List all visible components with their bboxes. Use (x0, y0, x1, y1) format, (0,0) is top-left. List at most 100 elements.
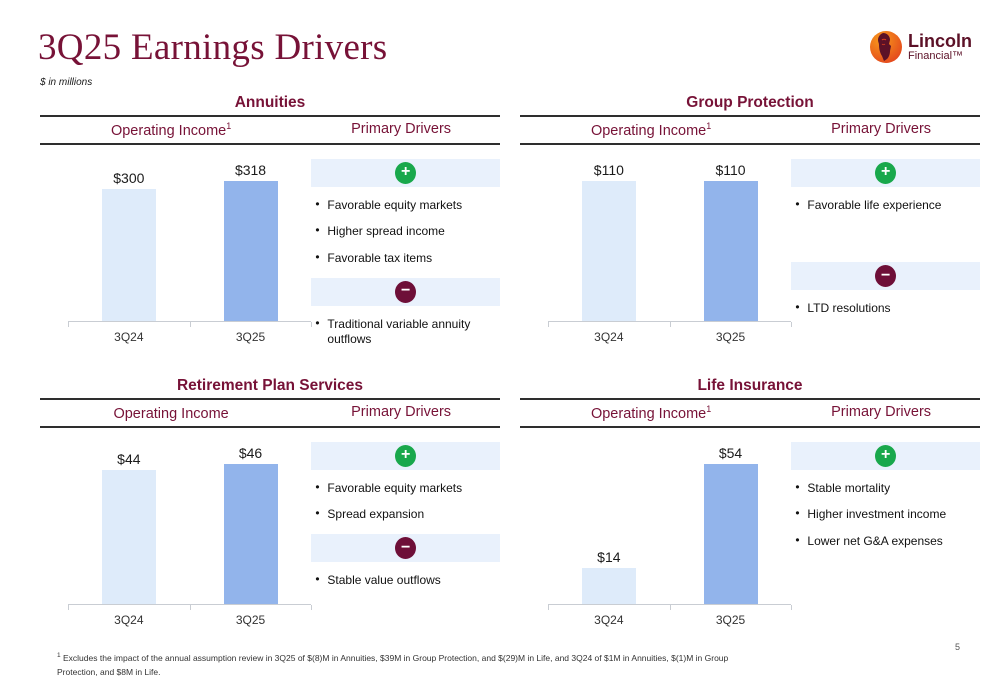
bar-3q24 (581, 180, 636, 321)
quadrant-body: $110 $110 3Q24 3Q25 + Favorable life experie… (520, 149, 980, 344)
x-axis (548, 603, 793, 610)
bar-value-label: $300 (113, 169, 145, 186)
operating-income-header: Operating Income1 (520, 121, 782, 139)
bar-category-label: 3Q24 (114, 329, 144, 344)
bar-value-label: $46 (238, 444, 263, 461)
quadrant-body: $300 $318 3Q24 3Q25 + Favorable equity marke… (40, 149, 500, 359)
operating-income-chart: $110 $110 3Q24 3Q25 (520, 149, 793, 344)
primary-drivers-list: + Favorable equity markets Higher spread i… (311, 149, 500, 359)
axis-tick (68, 321, 69, 327)
driver-band-positive: + (791, 441, 980, 470)
driver-bullet: Lower net G&A expenses (795, 533, 980, 550)
quadrant-body: $14 $54 3Q24 3Q25 + Stable mortality Higher i… (520, 432, 980, 627)
operating-income-header: Operating Income1 (520, 404, 782, 422)
bar-category-label: 3Q24 (594, 612, 624, 627)
lincoln-portrait-icon (870, 31, 902, 63)
plus-icon: + (395, 161, 417, 184)
primary-drivers-list: + Favorable life experience − LTD resolutio… (791, 149, 980, 344)
plus-icon: + (875, 444, 897, 467)
operating-income-header: Operating Income (40, 404, 302, 422)
section-title: Annuities (234, 94, 306, 111)
minus-icon: − (875, 265, 897, 288)
logo-subname: Financial™ (908, 50, 964, 63)
chart-plot: $44 $46 (40, 432, 311, 604)
driver-bullet: Favorable equity markets (315, 480, 500, 497)
driver-group-positive: + Favorable equity markets Spread expansio… (311, 441, 500, 523)
minus-icon: − (395, 280, 417, 303)
header-label: Operating Income (110, 122, 227, 139)
chart-plot: $14 $54 (520, 432, 791, 604)
driver-band-negative: − (311, 534, 500, 563)
axis-tick (311, 604, 313, 610)
bar-group: $54 (670, 445, 792, 604)
bar-3q25 (223, 463, 278, 604)
bar-3q25 (703, 180, 758, 321)
bar-group: $300 (68, 170, 190, 321)
driver-bullets: Favorable equity markets Spread expansion (311, 480, 500, 523)
header-label: Operating Income (113, 405, 229, 422)
axis-tick (311, 321, 313, 327)
footnote-ref: 1 (706, 121, 712, 131)
axis-tick (791, 604, 793, 610)
quadrant-retirement-plan-services: Retirement Plan Services Operating Incom… (40, 375, 500, 627)
footnote-ref: 1 (706, 404, 712, 414)
driver-bullet: LTD resolutions (795, 300, 980, 317)
axis-tick (791, 321, 793, 327)
driver-bullet: Higher spread income (315, 223, 500, 240)
driver-group-negative: − Stable value outflows (311, 534, 500, 589)
driver-bullet: Spread expansion (315, 506, 500, 523)
footnote-marker: 1 (57, 652, 61, 660)
quadrant-life-insurance: Life Insurance Operating Income1 Primary… (520, 375, 980, 627)
bar-category-label: 3Q25 (235, 612, 266, 627)
header-label: Operating Income (590, 405, 707, 422)
logo-wordmark: Lincoln Financial™ (908, 31, 972, 63)
operating-income-chart: $44 $46 3Q24 3Q25 (40, 432, 313, 627)
x-axis-labels: 3Q24 3Q25 (520, 613, 791, 627)
bar-group: $46 (190, 445, 312, 604)
footnote: 1 Excludes the impact of the annual assu… (57, 651, 747, 679)
driver-bullet: Favorable life experience (795, 197, 980, 214)
driver-bullets: Favorable life experience (791, 197, 980, 214)
section-title: Retirement Plan Services (176, 377, 364, 394)
bar-value-label: $318 (234, 161, 267, 178)
x-axis (68, 320, 313, 327)
axis-tick (669, 321, 671, 327)
primary-drivers-list: + Favorable equity markets Spread expansio… (311, 432, 500, 627)
plus-icon: + (395, 444, 417, 467)
bar-group: $44 (68, 451, 190, 604)
bar-category-label: 3Q24 (114, 612, 144, 627)
primary-drivers-header: Primary Drivers (351, 404, 452, 420)
driver-group-positive: + Favorable life experience (791, 158, 980, 214)
chart-plot: $300 $318 (40, 149, 311, 321)
column-headers: Operating Income Primary Drivers (40, 398, 500, 428)
column-headers: Operating Income1 Primary Drivers (520, 115, 980, 145)
bar-3q25 (703, 463, 758, 604)
footnote-ref: 1 (226, 121, 232, 131)
section-title: Life Insurance (697, 377, 803, 394)
page-number: 5 (954, 642, 960, 652)
driver-bullet: Traditional variable annuity outflows (315, 316, 500, 348)
bar-group: $110 (670, 162, 792, 321)
bar-value-label: $110 (715, 161, 746, 178)
bar-category-label: 3Q25 (235, 329, 266, 344)
driver-bullet: Higher investment income (795, 506, 980, 523)
column-headers: Operating Income1 Primary Drivers (40, 115, 500, 145)
primary-drivers-header: Primary Drivers (831, 404, 932, 420)
driver-bullets: LTD resolutions (791, 300, 980, 317)
quadrant-body: $44 $46 3Q24 3Q25 + Favorable equity markets… (40, 432, 500, 627)
bar-category-label: 3Q25 (715, 329, 746, 344)
footnote-text: Excludes the impact of the annual assump… (57, 653, 729, 678)
axis-tick (548, 321, 549, 327)
x-axis (68, 603, 313, 610)
driver-bullets: Traditional variable annuity outflows (311, 316, 500, 348)
x-axis (548, 320, 793, 327)
driver-band-positive: + (791, 158, 980, 187)
driver-bullet: Stable value outflows (315, 572, 500, 589)
bar-group: $14 (548, 549, 670, 604)
axis-tick (669, 604, 671, 610)
x-axis-labels: 3Q24 3Q25 (40, 330, 311, 344)
driver-bullet: Favorable tax items (315, 250, 500, 267)
driver-band-positive: + (311, 441, 500, 470)
bar-value-label: $110 (593, 161, 624, 178)
chart-plot: $110 $110 (520, 149, 791, 321)
